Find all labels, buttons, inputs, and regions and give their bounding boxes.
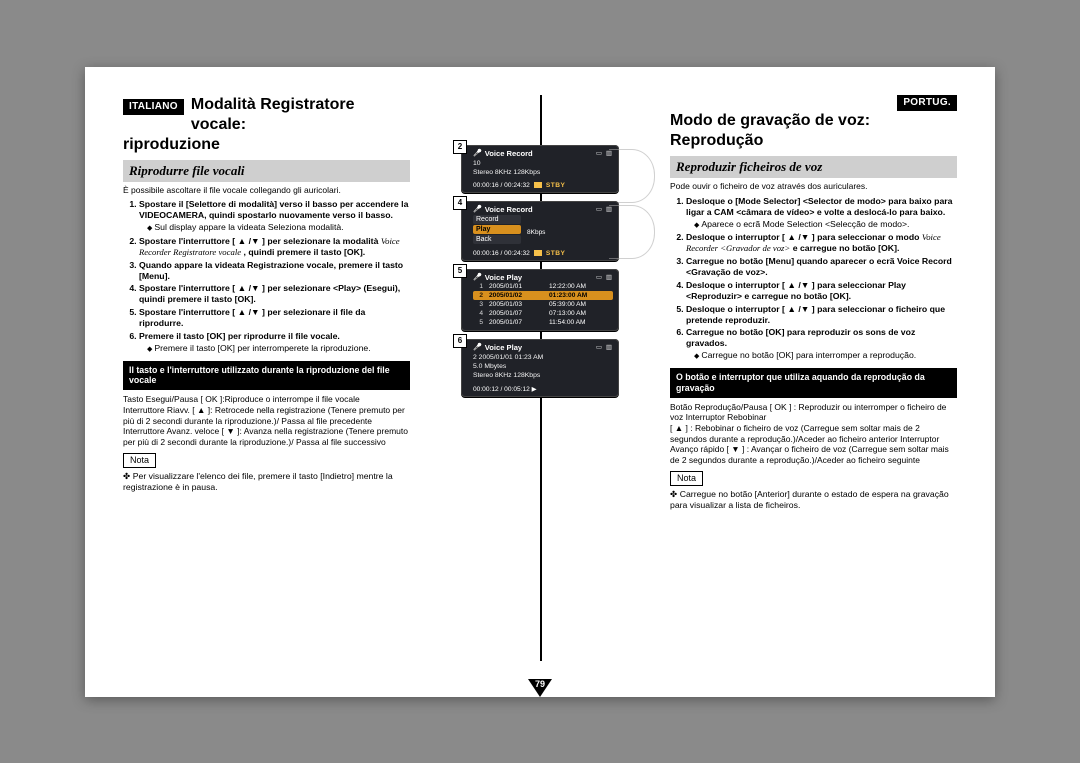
lcd-step-5: 5 ▭ ▥ Voice Play 12005/01/0112:22:00 AM2… bbox=[461, 269, 619, 331]
nota-label-it: Nota bbox=[123, 453, 156, 468]
manual-page: ITALIANO Modalità Registratore vocale: r… bbox=[85, 67, 995, 697]
step-item: Desloque o interruptor [ ▲ /▼ ] para sel… bbox=[686, 280, 957, 302]
lcd-status: STBY bbox=[546, 182, 566, 189]
step-item: Desloque o [Mode Selector] <Selector de … bbox=[686, 196, 957, 231]
status-icons: ▭ ▥ bbox=[596, 149, 613, 157]
lcd-line: Stereo 8KHz 128Kbps bbox=[473, 372, 613, 379]
lcd-line: 2 2005/01/01 01:23 AM bbox=[473, 354, 613, 361]
step-item: Spostare l'interruttore [ ▲ /▼ ] per sel… bbox=[139, 236, 410, 258]
steps-pt: Desloque o [Mode Selector] <Selector de … bbox=[670, 196, 957, 362]
lcd-time: 00:00:12 / 00:05:12 ▶ bbox=[473, 385, 537, 393]
lcd-step-2: 2 ▭ ▥ Voice Record 10 Stereo 8KHz 128Kbp… bbox=[461, 145, 619, 193]
control-line: Tasto Esegui/Pausa [ OK ]:Riproduce o in… bbox=[123, 394, 410, 405]
substep-item: Aparece o ecrã Mode Selection <Selecção … bbox=[694, 219, 957, 231]
status-icons: ▭ ▥ bbox=[596, 205, 613, 213]
status-icons: ▭ ▥ bbox=[596, 273, 613, 281]
step-item: Spostare l'interruttore [ ▲ /▼ ] per sel… bbox=[139, 283, 410, 305]
controls-heading-pt: O botão e interruptor que utiliza aquand… bbox=[670, 368, 957, 398]
nota-list-it: Per visualizzare l'elenco dei file, prem… bbox=[123, 471, 410, 493]
lcd-step-4: 4 ▭ ▥ Voice Record 8Kbps RecordPlayBack … bbox=[461, 201, 619, 261]
lcd-title: Voice Play bbox=[473, 273, 613, 282]
step-item: Desloque o interruptor [ ▲ /▼ ] para sel… bbox=[686, 304, 957, 326]
section-title-it: Riprodurre file vocali bbox=[123, 160, 410, 182]
lcd-line: 5.0 Mbytes bbox=[473, 363, 613, 370]
intro-pt: Pode ouvir o ficheiro de voz através dos… bbox=[670, 181, 957, 192]
lcd-line: Stereo 8KHz 128Kbps bbox=[473, 169, 613, 176]
step-item: Carregue no botão [OK] para reproduzir o… bbox=[686, 327, 957, 362]
lcd-screenshot-stack: 2 ▭ ▥ Voice Record 10 Stereo 8KHz 128Kbp… bbox=[461, 145, 619, 405]
control-line: Interruttore Avanz. veloce [ ▼ ]: Avanza… bbox=[123, 426, 410, 447]
status-icons: ▭ ▥ bbox=[596, 343, 613, 351]
controls-heading-it: Il tasto e l'interruttore utilizzato dur… bbox=[123, 361, 410, 391]
step-item: Spostare il [Selettore di modalità] vers… bbox=[139, 199, 410, 234]
lcd-right-text: 8Kbps bbox=[527, 229, 545, 236]
lcd-step-6: 6 ▭ ▥ Voice Play 2 2005/01/01 01:23 AM 5… bbox=[461, 339, 619, 397]
control-line: [ ▲ ] : Rebobinar o ficheiro de voz (Car… bbox=[670, 423, 957, 444]
lcd-title: Voice Play bbox=[473, 343, 613, 352]
chapter-title-pt: Modo de gravação de voz: Reprodução bbox=[670, 111, 957, 151]
step-item: Desloque o interruptor [ ▲ /▼ ] para sel… bbox=[686, 232, 957, 254]
control-line: Interruttore Riavv. [ ▲ ]: Retrocede nel… bbox=[123, 405, 410, 426]
step-badge: 2 bbox=[453, 140, 467, 154]
lcd-list-row: 12005/01/0112:22:00 AM bbox=[473, 282, 613, 291]
nota-list-pt: Carregue no botão [Anterior] durante o e… bbox=[670, 489, 957, 511]
note-item: Per visualizzare l'elenco dei file, prem… bbox=[123, 471, 410, 493]
section-title-pt: Reproduzir ficheiros de voz bbox=[670, 156, 957, 178]
step-item: Carregue no botão [Menu] quando aparecer… bbox=[686, 256, 957, 278]
lcd-list-row: 42005/01/0707:13:00 AM bbox=[473, 309, 613, 318]
chapter-title-it-l2: riproduzione bbox=[123, 135, 410, 155]
intro-it: È possibile ascoltare il file vocale col… bbox=[123, 185, 410, 196]
lcd-list-row: 22005/01/0201:23:00 AM bbox=[473, 291, 613, 300]
step-badge: 5 bbox=[453, 264, 467, 278]
step-badge: 6 bbox=[453, 334, 467, 348]
progress-icon bbox=[534, 182, 542, 188]
lcd-title: Voice Record bbox=[473, 205, 613, 214]
step-badge: 4 bbox=[453, 196, 467, 210]
lcd-time: 00:00:16 / 00:24:32 bbox=[473, 250, 530, 257]
lcd-title: Voice Record bbox=[473, 149, 613, 158]
note-item: Carregue no botão [Anterior] durante o e… bbox=[670, 489, 957, 511]
lcd-menu-item: Record bbox=[473, 215, 521, 224]
step-item: Quando appare la videata Registrazione v… bbox=[139, 260, 410, 282]
substep-item: Carregue no botão [OK] para interromper … bbox=[694, 350, 957, 362]
controls-list-it: Tasto Esegui/Pausa [ OK ]:Riproduce o in… bbox=[123, 394, 410, 447]
language-badge-it: ITALIANO bbox=[123, 99, 184, 116]
language-badge-pt: PORTUG. bbox=[897, 95, 957, 112]
progress-icon bbox=[534, 250, 542, 256]
lcd-menu-item: Back bbox=[473, 235, 521, 244]
chapter-title-it-l1: Modalità Registratore vocale: bbox=[191, 95, 410, 135]
page-number-text: 79 bbox=[532, 679, 548, 689]
lcd-menu-item: Play bbox=[473, 225, 521, 234]
lcd-time: 00:00:16 / 00:24:32 bbox=[473, 182, 530, 189]
lcd-list-row: 52005/01/0711:54:00 AM bbox=[473, 318, 613, 327]
lcd-status: STBY bbox=[546, 250, 566, 257]
controls-list-pt: Botão Reprodução/Pausa [ OK ] : Reproduz… bbox=[670, 402, 957, 466]
substep-item: Sul display appare la videata Seleziona … bbox=[147, 222, 410, 234]
lcd-line: 10 bbox=[473, 160, 613, 167]
step-item: Premere il tasto [OK] per riprodurre il … bbox=[139, 331, 410, 355]
lcd-list-row: 32005/01/0305:39:00 AM bbox=[473, 300, 613, 309]
substep-item: Premere il tasto [OK] per interromperete… bbox=[147, 343, 410, 355]
control-line: Avanço rápido [ ▼ ] : Avançar o ficheiro… bbox=[670, 444, 957, 465]
control-line: Botão Reprodução/Pausa [ OK ] : Reproduz… bbox=[670, 402, 957, 423]
step-item: Spostare l'interruttore [ ▲ /▼ ] per sel… bbox=[139, 307, 410, 329]
steps-it: Spostare il [Selettore di modalità] vers… bbox=[123, 199, 410, 354]
nota-label-pt: Nota bbox=[670, 471, 703, 486]
